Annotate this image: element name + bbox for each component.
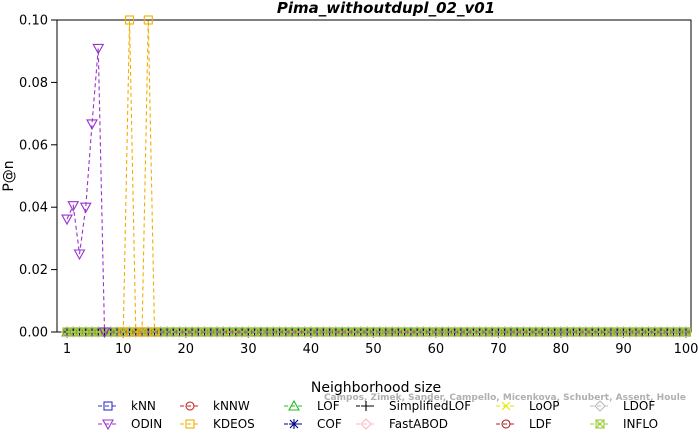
- data-point-odin: [73, 249, 86, 261]
- legend-item-knn: kNN: [98, 399, 156, 413]
- data-point-kdeos: [143, 15, 153, 25]
- x-tick-label: 50: [365, 342, 382, 357]
- plot-area: 0.00 0.02 0.04 0.06 0.08 0.10 1 10 20 30 40 50 60 70 8…: [19, 14, 698, 358]
- legend-marker-cof: [289, 419, 299, 429]
- legend-label-cof: COF: [317, 417, 342, 431]
- x-tick-label: 80: [553, 342, 570, 357]
- x-tick-label: 30: [240, 342, 257, 357]
- legend-item-lof: LOF: [284, 399, 340, 413]
- legend-item-fastabod: FastABOD: [356, 417, 448, 431]
- series-line-odin: [66, 48, 691, 333]
- legend-label-inflo: INFLO: [623, 417, 658, 431]
- y-tick-label: 0.10: [19, 14, 48, 29]
- legend-item-odin: ODIN: [98, 417, 162, 431]
- legend-item-ldof: LDOF: [590, 399, 655, 413]
- legend-item-inflo: INFLO: [590, 417, 658, 431]
- legend-label-knn: kNN: [131, 399, 156, 413]
- legend-item-cof: COF: [284, 417, 342, 431]
- legend-label-odin: ODIN: [131, 417, 162, 431]
- x-tick-label: 60: [428, 342, 445, 357]
- data-point-odin: [79, 202, 92, 214]
- legend-label-simplifiedlof: SimplifiedLOF: [389, 399, 471, 413]
- data-point-kdeos: [131, 327, 141, 337]
- watermark: Campos, Zimek, Sander, Campello, Micenko…: [324, 393, 686, 403]
- x-axis-label: Neighborhood size: [311, 380, 441, 396]
- x-tick-label: 10: [115, 342, 132, 357]
- legend-item-ldf: LDF: [496, 417, 552, 431]
- x-tick-label: 40: [303, 342, 320, 357]
- data-point-odin: [67, 201, 80, 212]
- y-tick-label: 0.06: [19, 138, 48, 153]
- legend-marker-knnw: [185, 401, 195, 411]
- legend-label-knnw: kNNW: [213, 399, 250, 413]
- data-point-odin: [92, 43, 105, 55]
- data-point-kdeos: [149, 327, 160, 337]
- legend-marker-inflo: [595, 419, 605, 429]
- legend-item-simplifiedlof: SimplifiedLOF: [356, 399, 471, 413]
- y-tick-label: 0.04: [19, 201, 48, 216]
- legend-item-loop: LoOP: [496, 399, 560, 413]
- legend-label-lof: LOF: [317, 399, 340, 413]
- legend: kNN kNNW LOF SimplifiedLOF LoOP LDOF ODIN KDEOS…: [98, 399, 658, 431]
- series-kdeos: [118, 15, 160, 337]
- y-tick-label: 0.02: [19, 263, 48, 278]
- x-tick-label: 100: [674, 342, 699, 357]
- series-line-kdeos: [122, 19, 156, 333]
- x-tick-label: 70: [490, 342, 507, 357]
- legend-label-fastabod: FastABOD: [389, 417, 448, 431]
- legend-item-knnw: kNNW: [180, 399, 250, 413]
- legend-label-ldof: LDOF: [623, 399, 655, 413]
- legend-marker-knn: [103, 401, 113, 411]
- plot-frame: [56, 19, 692, 333]
- y-tick-label: 0.08: [19, 76, 48, 91]
- legend-marker-lof: [288, 399, 300, 411]
- data-point-kdeos: [124, 15, 135, 25]
- data-point-odin: [98, 327, 111, 338]
- data-point-kdeos: [118, 327, 128, 337]
- legend-marker-ldof: [594, 400, 606, 412]
- legend-label-ldf: LDF: [529, 417, 552, 431]
- legend-marker-kdeos: [185, 419, 195, 429]
- y-tick-label: 0.00: [19, 326, 48, 341]
- x-tick-label: 20: [178, 342, 195, 357]
- chart-title: Pima_withoutdupl_02_v01: [277, 0, 495, 17]
- x-tick-label: 1: [63, 342, 71, 357]
- data-point-kdeos: [137, 327, 147, 337]
- series-odin: [61, 43, 691, 338]
- legend-item-kdeos: KDEOS: [180, 417, 255, 431]
- legend-marker-fastabod: [360, 418, 372, 430]
- legend-marker-simplifiedlof: [361, 401, 371, 411]
- legend-label-loop: LoOP: [529, 399, 560, 413]
- x-tick-label: 90: [615, 342, 632, 357]
- data-point-odin: [86, 119, 98, 131]
- legend-marker-ldf: [501, 419, 511, 429]
- legend-label-kdeos: KDEOS: [213, 417, 255, 431]
- legend-marker-loop: [501, 401, 511, 411]
- y-axis-label: P@n: [1, 160, 17, 191]
- data-point-odin: [61, 214, 73, 226]
- legend-marker-odin: [102, 419, 114, 431]
